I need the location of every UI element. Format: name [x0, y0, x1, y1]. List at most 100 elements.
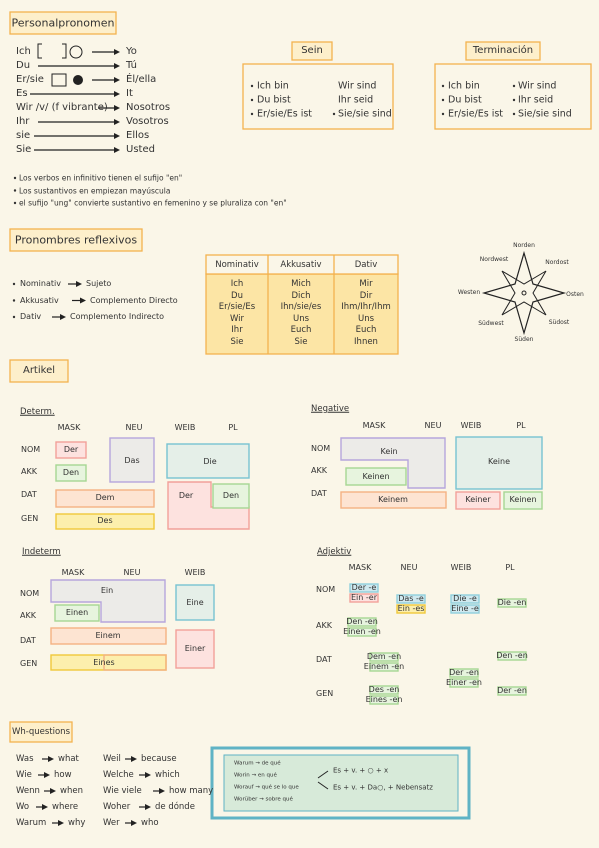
bullet — [13, 189, 17, 192]
column-label: MASK — [362, 421, 386, 430]
article: Eines — [93, 658, 115, 667]
compass-label: Südost — [548, 319, 570, 326]
table-cell: Mich — [291, 278, 311, 289]
column-label: MASK — [57, 423, 81, 432]
column-label: NEU — [123, 568, 141, 577]
highlight-box — [349, 593, 379, 603]
row-label: NOM — [20, 589, 40, 598]
conjugation: Ich bin — [448, 80, 480, 92]
row-label: NOM — [311, 444, 331, 453]
box-note: Worauf → qué se lo que — [234, 784, 299, 791]
compass-label: Süden — [514, 336, 534, 343]
wh-meaning: who — [141, 817, 159, 828]
article: Den — [62, 468, 80, 477]
wh-meaning: how — [54, 769, 72, 780]
compass-star — [481, 250, 567, 336]
bullet — [250, 112, 254, 116]
highlight-box — [212, 483, 250, 509]
highlight-box — [345, 467, 407, 486]
column-label: PL — [505, 563, 515, 572]
arrow-head — [114, 119, 120, 125]
article: Die — [203, 457, 217, 466]
highlight-box — [347, 627, 377, 637]
wh-meaning: what — [58, 753, 79, 764]
row-label: DAT — [316, 655, 332, 664]
title-box — [9, 359, 69, 383]
box-note: Worin → en qué — [234, 772, 277, 779]
article: Eines -en — [365, 695, 403, 704]
wh-word: Wie — [16, 769, 32, 780]
conjugation: Wir sind — [338, 80, 377, 92]
article: Dem -en — [366, 652, 402, 661]
arrow-head — [114, 91, 120, 97]
column-label: NEU — [400, 563, 418, 572]
table-cell: Ihm/Ihr/Ihm — [341, 301, 391, 312]
title-box — [9, 721, 73, 743]
section-title: Sein — [301, 45, 323, 56]
wh-word: Welche — [103, 769, 134, 780]
pronoun-de: Er/sie — [16, 74, 44, 85]
table-cell: Uns — [357, 313, 375, 324]
wh-word: Was — [16, 753, 34, 764]
table-cell: Du — [231, 290, 243, 301]
table-cell: Sie — [230, 336, 244, 347]
article: Des — [97, 516, 113, 525]
article: Der -en — [497, 686, 527, 695]
note: Los verbos en infinitivo tienen el sufij… — [19, 173, 183, 183]
box-note: Warum → de qué — [234, 760, 281, 767]
column-label: MASK — [61, 568, 85, 577]
table-cell: Dich — [291, 290, 311, 301]
article: Der — [178, 491, 194, 500]
highlight-box — [340, 491, 447, 509]
arrow-head — [145, 772, 151, 778]
wh-meaning: which — [155, 769, 180, 780]
row-label: AKK — [20, 611, 36, 620]
bullet — [332, 112, 336, 116]
article: Den — [222, 491, 240, 500]
pronoun-es: Nosotros — [126, 102, 171, 113]
arrow-head — [76, 281, 82, 287]
article: Eine -e — [451, 604, 479, 613]
bullet — [512, 98, 516, 102]
highlight-box — [503, 491, 543, 510]
bullet — [441, 84, 445, 88]
table-cell: Ihn/sie/es — [280, 301, 322, 312]
article: Ein -es — [397, 604, 425, 613]
arrow-head — [159, 788, 165, 794]
highlight-box — [455, 491, 501, 510]
highlight-box — [55, 513, 155, 530]
bracket-icon — [51, 73, 67, 87]
arrow-head — [114, 49, 120, 55]
table-cell: Dir — [359, 290, 373, 301]
article: Der -en — [449, 668, 479, 677]
conjugation: Ich bin — [257, 80, 289, 92]
column-label: WEIB — [184, 568, 206, 577]
article: Den -en — [346, 617, 378, 626]
bullet — [250, 98, 254, 102]
highlight-box — [369, 662, 399, 672]
arrow-head — [145, 804, 151, 810]
compass-center — [521, 290, 527, 296]
arrow — [317, 781, 329, 790]
conjugation: Ihr seid — [518, 94, 554, 106]
article: Keinem — [378, 495, 408, 504]
highlight-box — [166, 443, 250, 479]
arrow-head — [42, 804, 48, 810]
arrow-head — [114, 63, 120, 69]
article: Einen -en — [343, 627, 381, 636]
article: Keinen — [509, 495, 537, 504]
pronoun-de: Ihr — [16, 116, 30, 127]
table-cell: Euch — [355, 324, 377, 335]
box-rule: Es + v. + ○ + x — [333, 766, 389, 775]
highlight-box — [54, 604, 100, 622]
column-label: WEIB — [174, 423, 196, 432]
table-cell: Er/sie/Es — [218, 301, 256, 312]
column-label: WEIB — [450, 563, 472, 572]
arrow-head — [80, 297, 86, 304]
row-label: GEN — [20, 659, 38, 668]
wh-meaning: de dónde — [155, 801, 195, 812]
wh-word: Weil — [103, 753, 121, 764]
wh-word: Wenn — [16, 785, 40, 796]
